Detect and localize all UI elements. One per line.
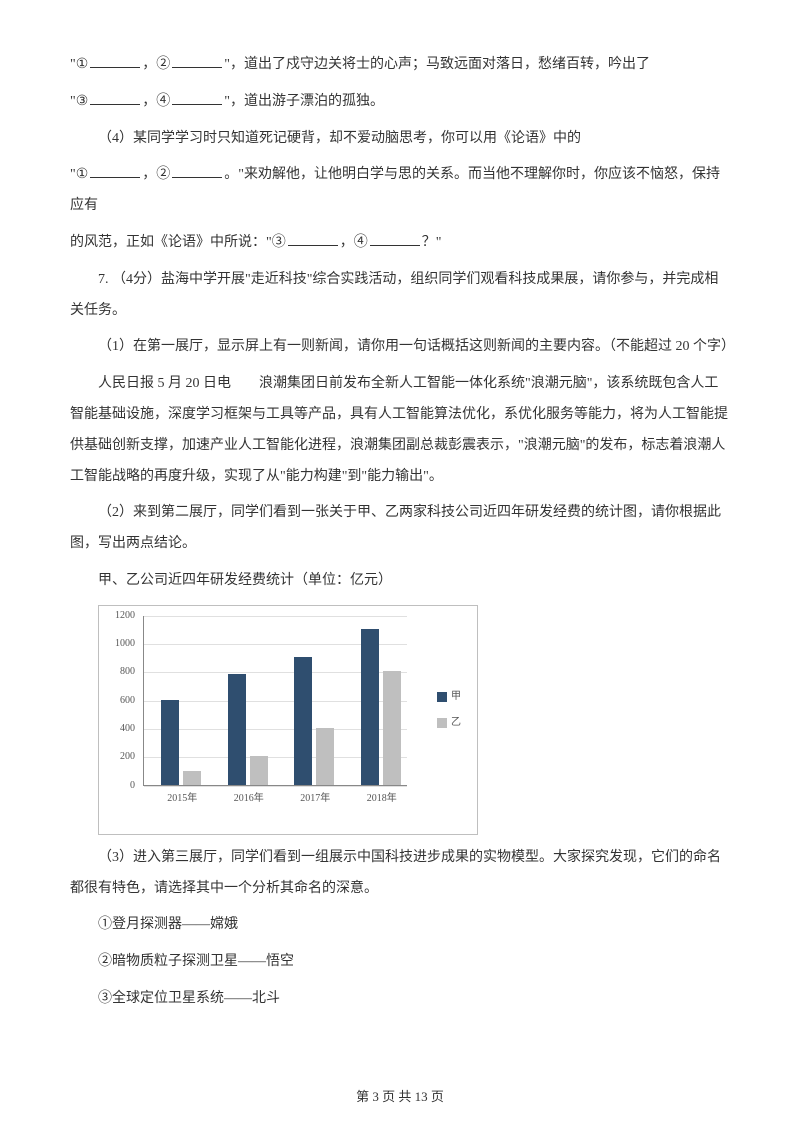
legend-swatch-b <box>437 718 447 728</box>
text: ？" <box>422 235 442 250</box>
text: ，④ <box>340 235 368 250</box>
blank-3[interactable] <box>90 89 140 104</box>
y-tick-label: 800 <box>120 661 135 683</box>
q7-sub2: （2）来到第二展厅，同学们看到一张关于甲、乙两家科技公司近四年研发经费的统计图，… <box>70 498 730 560</box>
text: "，道出游子漂泊的孤独。 <box>224 94 384 109</box>
blank-1[interactable] <box>90 53 140 68</box>
legend-item-a: 甲 <box>437 686 461 708</box>
blank-8[interactable] <box>370 231 420 246</box>
bar-series-a <box>361 629 379 785</box>
x-tick-label: 2017年 <box>300 788 330 810</box>
q7-lead: 7. （4分）盐海中学开展"走近科技"综合实践活动，组织同学们观看科技成果展，请… <box>70 265 730 327</box>
text: "① <box>70 167 88 182</box>
q7-sub3-item3: ③全球定位卫星系统——北斗 <box>70 984 730 1015</box>
q4-line2: "①，②。"来劝解他，让他明白学与思的关系。而当他不理解你时，你应该不恼怒，保持… <box>70 160 730 222</box>
bar-series-b <box>183 771 201 785</box>
blank-7[interactable] <box>288 231 338 246</box>
q4-line3: 的风范，正如《论语》中所说："③ ，④ ？" <box>70 228 730 259</box>
y-axis: 020040060080010001200 <box>109 616 139 786</box>
text: 的风范，正如《论语》中所说："③ <box>70 235 286 250</box>
text: ，② <box>142 167 170 182</box>
text: ，④ <box>142 94 170 109</box>
bar-series-b <box>316 728 334 785</box>
legend-item-b: 乙 <box>437 712 461 734</box>
bar-series-a <box>294 657 312 785</box>
y-tick-label: 600 <box>120 690 135 712</box>
text: "，道出了戍守边关将士的心声；马致远面对落日，愁绪百转，吟出了 <box>224 57 650 72</box>
blank-6[interactable] <box>172 163 222 178</box>
plot-area <box>143 616 407 786</box>
text: "① <box>70 57 88 72</box>
grid-line <box>144 786 407 787</box>
x-axis: 2015年2016年2017年2018年 <box>143 788 407 806</box>
chart-caption: 甲、乙公司近四年研发经费统计（单位：亿元） <box>70 566 730 597</box>
text: ，② <box>142 57 170 72</box>
q7-sub1: （1）在第一展厅，显示屏上有一则新闻，请你用一句话概括这则新闻的主要内容。（不能… <box>70 332 730 363</box>
chart-legend: 甲 乙 <box>437 686 461 738</box>
rd-expense-chart: 020040060080010001200 2015年2016年2017年201… <box>98 605 478 835</box>
q-intro-line2: "③ ，④ "，道出游子漂泊的孤独。 <box>70 87 730 118</box>
y-tick-label: 1200 <box>115 605 135 627</box>
bar-series-b <box>250 756 268 784</box>
grid-line <box>144 616 407 617</box>
y-tick-label: 1000 <box>115 633 135 655</box>
q7-sub3-item2: ②暗物质粒子探测卫星——悟空 <box>70 947 730 978</box>
y-tick-label: 0 <box>130 775 135 797</box>
bar-series-a <box>161 700 179 785</box>
blank-4[interactable] <box>172 89 222 104</box>
y-tick-label: 200 <box>120 746 135 768</box>
blank-5[interactable] <box>90 163 140 178</box>
x-tick-label: 2015年 <box>167 788 197 810</box>
bar-series-b <box>383 671 401 784</box>
legend-swatch-a <box>437 692 447 702</box>
x-tick-label: 2018年 <box>367 788 397 810</box>
blank-2[interactable] <box>172 53 222 68</box>
y-tick-label: 400 <box>120 718 135 740</box>
x-tick-label: 2016年 <box>234 788 264 810</box>
q4-lead: （4）某同学学习时只知道死记硬背，却不爱动脑思考，你可以用《论语》中的 <box>70 124 730 155</box>
q7-sub3-item1: ①登月探测器——嫦娥 <box>70 910 730 941</box>
legend-label-a: 甲 <box>451 686 461 708</box>
q7-sub1-news: 人民日报 5 月 20 日电 浪潮集团日前发布全新人工智能一体化系统"浪潮元脑"… <box>70 369 730 492</box>
chart-area: 020040060080010001200 2015年2016年2017年201… <box>109 616 467 806</box>
q-intro-line1: "① ，② "，道出了戍守边关将士的心声；马致远面对落日，愁绪百转，吟出了 <box>70 50 730 81</box>
text: "③ <box>70 94 88 109</box>
bar-series-a <box>228 674 246 785</box>
legend-label-b: 乙 <box>451 712 461 734</box>
q7-sub3: （3）进入第三展厅，同学们看到一组展示中国科技进步成果的实物模型。大家探究发现，… <box>70 843 730 905</box>
page-footer: 第 3 页 共 13 页 <box>0 1083 800 1112</box>
